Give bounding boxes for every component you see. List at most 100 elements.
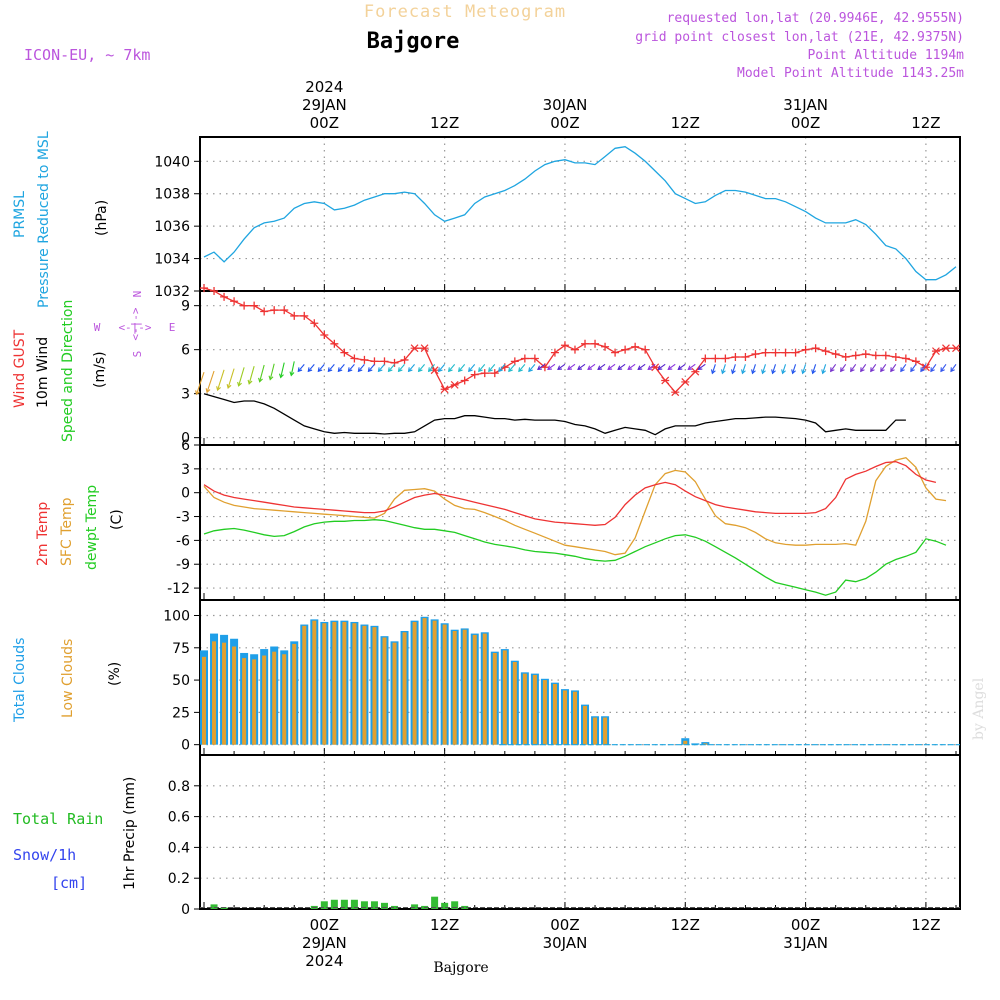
wind-arrow-head xyxy=(597,365,603,370)
wind-arrow-head xyxy=(237,381,242,387)
dewpt-line xyxy=(203,519,947,596)
wind-arrow-head xyxy=(617,365,623,370)
wind-arrow-head xyxy=(577,365,583,370)
gust-marker xyxy=(811,344,820,353)
precip-unit-label: 1hr Precip (mm) xyxy=(122,777,138,890)
wind-arrow-head xyxy=(468,367,473,373)
gust-marker xyxy=(731,353,740,361)
low-cloud-bar xyxy=(432,620,437,745)
gust-marker xyxy=(240,301,249,310)
product-title: Forecast Meteogram xyxy=(364,2,566,22)
t2m-label: 2m Temp xyxy=(35,502,51,566)
y-tick-label: -3 xyxy=(176,510,190,526)
wind-arrow-head xyxy=(478,367,483,373)
gust-marker xyxy=(370,357,379,366)
wind-arrow xyxy=(238,367,245,387)
top-time-label: 29JAN xyxy=(302,96,347,114)
low-cloud-bar xyxy=(302,625,307,745)
gust-marker xyxy=(791,348,800,357)
low-cloud-bar xyxy=(402,632,407,745)
gust-marker xyxy=(300,311,309,320)
gust-marker xyxy=(340,348,349,357)
low-cloud-bar xyxy=(552,683,557,745)
top-time-label: 00Z xyxy=(310,114,339,132)
low-cloud-bar xyxy=(352,623,357,745)
low-cloud-bar xyxy=(422,618,427,745)
temperature-panel: -12 -9 -6 -3 0 3 6 xyxy=(167,438,961,601)
y-tick-label: 0 xyxy=(181,431,190,447)
low-cloud-bar xyxy=(292,643,297,745)
gust-marker xyxy=(911,357,920,366)
gust-marker xyxy=(400,355,409,364)
wind-arrow-head xyxy=(637,365,643,370)
bottom-time-label: 00Z xyxy=(310,916,339,934)
wind-arrow xyxy=(822,364,827,374)
low-cloud-bar xyxy=(452,631,457,745)
wind-arrow xyxy=(498,363,506,372)
wind-arrow xyxy=(870,364,877,372)
gust-marker xyxy=(230,297,239,306)
low-cloud-label: Low Clouds xyxy=(60,639,76,718)
gust-marker xyxy=(931,347,940,356)
gust-label: Wind GUST xyxy=(12,329,28,408)
point-altitude: Point Altitude 1194m xyxy=(807,48,964,63)
low-cloud-bar xyxy=(232,646,237,745)
wind-arrow-head xyxy=(498,367,503,373)
gust-marker xyxy=(721,354,730,363)
y-tick-label: 1034 xyxy=(154,252,190,268)
wind-arrow xyxy=(657,363,666,370)
wind-arrow-head xyxy=(647,365,653,370)
wind-arrow xyxy=(269,363,275,380)
compass-arrow-h: <-|-> xyxy=(118,321,151,334)
wind-arrow-head xyxy=(205,388,211,394)
wind-arrow-head xyxy=(657,365,663,370)
y-tick-label: 1036 xyxy=(154,219,190,235)
low-cloud-bar xyxy=(262,655,267,745)
wind-arrow-head xyxy=(627,365,633,370)
wind-arrow xyxy=(850,364,857,372)
y-tick-label: 6 xyxy=(181,343,190,359)
wind-panel: 0 3 6 9 xyxy=(181,284,961,447)
wind-arrow-head xyxy=(278,373,284,379)
model-altitude: Model Point Altitude 1143.25m xyxy=(737,66,964,81)
gust-marker xyxy=(691,367,700,376)
wind-arrow-head xyxy=(771,369,776,375)
wind-arrow-head xyxy=(840,367,845,373)
rain-label: Total Rain xyxy=(13,810,103,828)
rain-bar xyxy=(391,905,399,909)
gust-marker xyxy=(641,345,650,354)
y-tick-label: 0.8 xyxy=(168,779,190,795)
t2m-line xyxy=(203,461,937,526)
gust-marker xyxy=(550,348,559,357)
wind-arrow-head xyxy=(367,367,373,373)
wind-arrow-head xyxy=(307,367,313,373)
wind-arrow-head xyxy=(488,367,493,373)
total-cloud-label: Total Clouds xyxy=(12,638,28,723)
low-cloud-bar xyxy=(252,659,257,745)
compass-s-label: S xyxy=(131,351,144,358)
rain-bar xyxy=(320,901,328,909)
wind-arrow-head xyxy=(890,367,895,373)
compass-arrow-v: <-|-> xyxy=(129,307,142,340)
precip-labels: Total Rain Snow/1h [cm] 1hr Precip (mm) xyxy=(13,777,138,892)
low-cloud-bar xyxy=(362,625,367,745)
wind-arrow xyxy=(317,363,325,372)
wind-arrow xyxy=(687,363,696,370)
wind-arrow-head xyxy=(667,365,673,370)
top-time-label: 30JAN xyxy=(543,96,588,114)
gust-marker xyxy=(771,348,780,357)
wind-arrow-head xyxy=(830,367,835,373)
wind-arrow-head xyxy=(195,390,200,396)
wind-arrow xyxy=(458,363,466,372)
wind-arrow xyxy=(617,363,626,370)
wind-arrow xyxy=(297,363,305,372)
wind-arrow xyxy=(802,364,807,374)
gust-marker xyxy=(671,388,680,397)
snow-label: Snow/1h xyxy=(13,846,76,864)
watermark: by Angel xyxy=(971,677,987,740)
wind-arrow xyxy=(910,364,917,372)
wind-arrow-head xyxy=(950,367,955,373)
rain-bar xyxy=(330,899,338,909)
low-cloud-bar xyxy=(703,743,708,745)
